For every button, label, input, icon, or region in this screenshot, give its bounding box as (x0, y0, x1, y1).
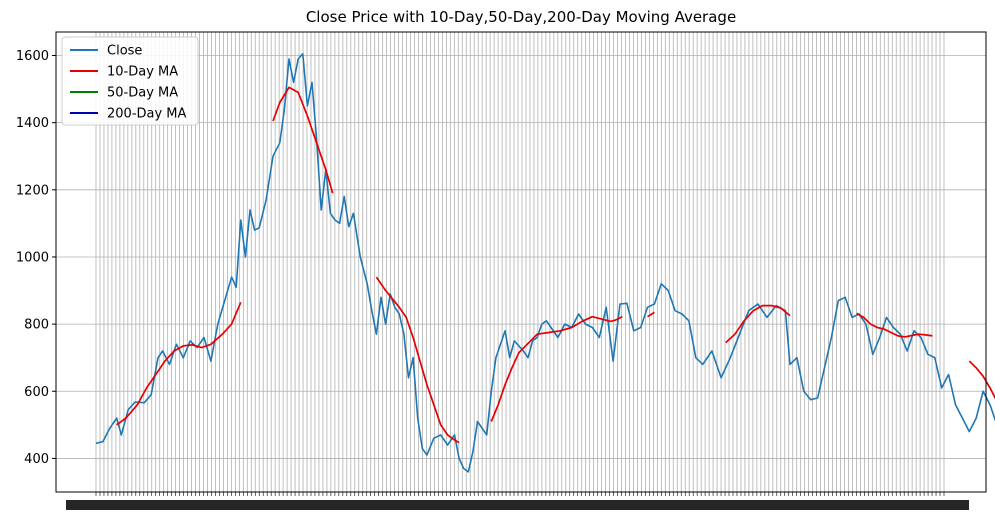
y-axis: 400 600 800 1000 1200 1400 1600 (16, 49, 56, 467)
y-tick-label: 800 (24, 318, 49, 333)
x-tick-label-band (66, 500, 969, 510)
y-tick-label: 1000 (16, 250, 49, 265)
x-axis (66, 492, 969, 510)
series-line-10-day-ma (968, 360, 995, 400)
y-gridlines (56, 55, 986, 459)
series-line-10-day-ma (116, 301, 242, 426)
series-line-10-day-ma (647, 311, 655, 318)
chart-title: Close Price with 10-Day,50-Day,200-Day M… (306, 8, 736, 26)
legend-label: 10-Day MA (107, 65, 178, 80)
y-tick-label: 400 (24, 452, 49, 467)
series-layer (95, 53, 995, 473)
y-tick-label: 1200 (16, 183, 49, 198)
y-tick-label: 1600 (16, 49, 49, 64)
y-tick-label: 1400 (16, 116, 49, 131)
series-line-10-day-ma (375, 276, 460, 444)
y-tick-label: 600 (24, 385, 49, 400)
plot-frame (55, 31, 987, 493)
x-gridlines (95, 32, 945, 492)
series-line-10-day-ma (272, 86, 334, 194)
legend-box (61, 36, 199, 126)
legend-label: 50-Day MA (107, 86, 178, 101)
series-line-10-day-ma (490, 315, 623, 422)
series-line-close (95, 53, 995, 473)
series-line-10-day-ma (725, 304, 791, 344)
legend-label: 200-Day MA (107, 107, 187, 122)
legend-label: Close (107, 44, 142, 59)
legend: Close 10-Day MA 50-Day MA 200-Day MA (61, 36, 199, 126)
series-line-10-day-ma (856, 312, 933, 338)
